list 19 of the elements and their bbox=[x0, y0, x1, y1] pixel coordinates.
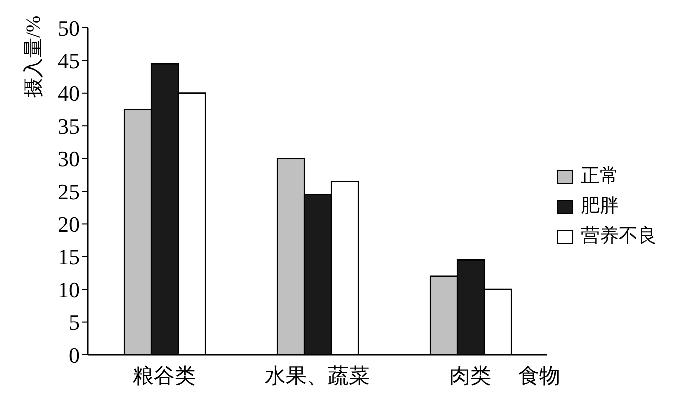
y-axis-title: 摄入量/% bbox=[23, 16, 46, 98]
y-tick-label: 40 bbox=[58, 81, 80, 106]
legend-label: 营养不良 bbox=[581, 224, 657, 248]
y-tick-label: 20 bbox=[58, 212, 80, 238]
y-tick-label: 35 bbox=[58, 114, 80, 139]
legend-label: 正常 bbox=[581, 164, 619, 188]
legend-label: 肥胖 bbox=[581, 194, 619, 218]
x-tick-label: 肉类 bbox=[450, 364, 492, 388]
x-tick-label: 水果、蔬菜 bbox=[265, 364, 370, 388]
y-tick-label: 0 bbox=[69, 342, 80, 368]
y-tick-label: 15 bbox=[58, 244, 80, 270]
y-tick-label: 50 bbox=[58, 16, 80, 41]
x-axis-title: 食物 bbox=[518, 364, 560, 388]
x-tick-label: 粮谷类 bbox=[133, 364, 196, 388]
y-tick-label: 45 bbox=[58, 48, 80, 74]
y-tick-label: 30 bbox=[58, 146, 80, 172]
y-tick-label: 25 bbox=[58, 179, 80, 204]
y-tick-label: 5 bbox=[69, 310, 80, 336]
y-tick-label: 10 bbox=[58, 277, 80, 302]
